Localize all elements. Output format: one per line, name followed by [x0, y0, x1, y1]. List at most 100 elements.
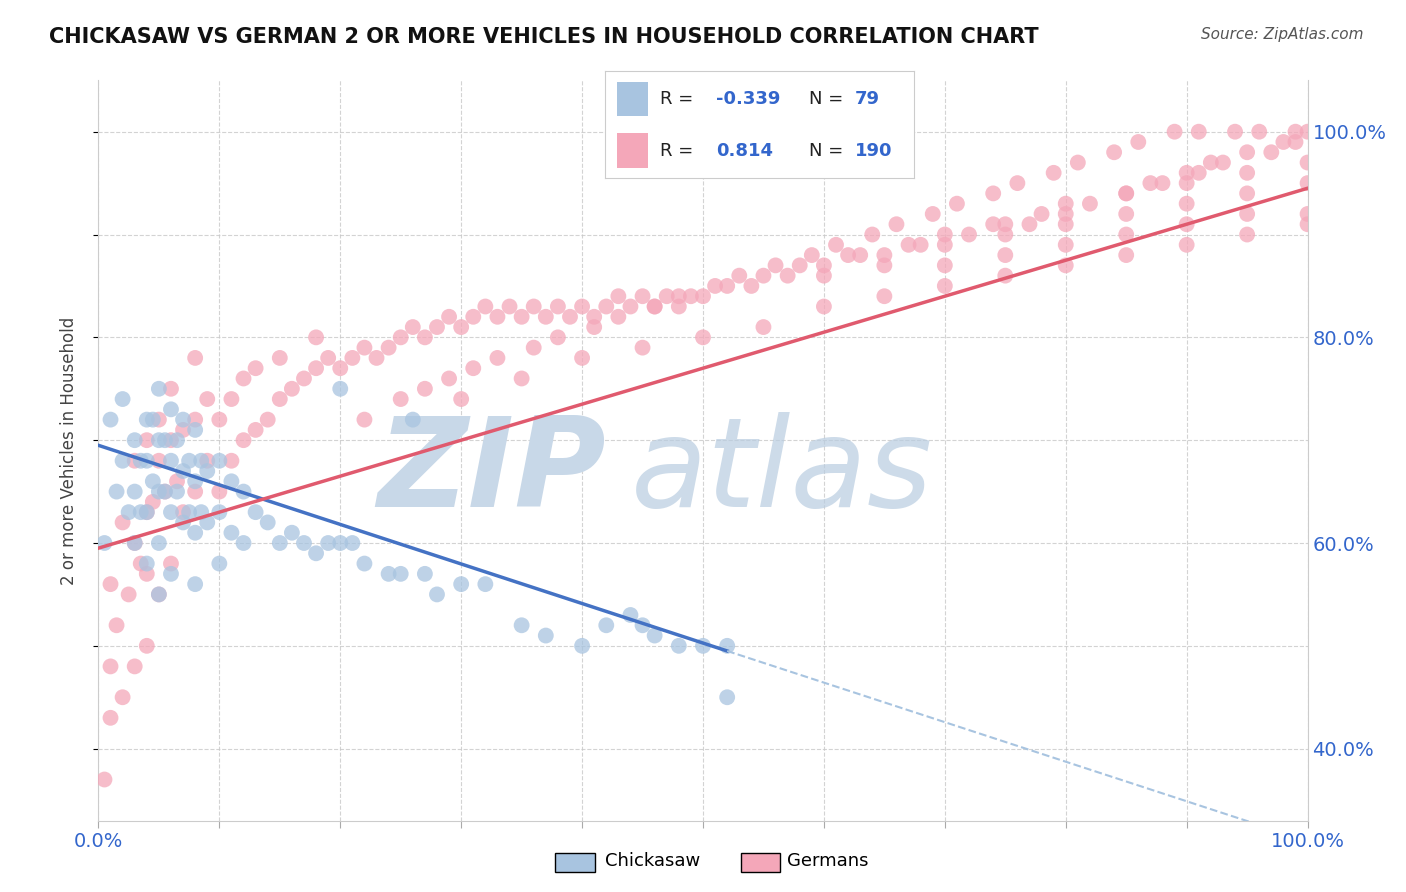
Point — [292, 371, 315, 385]
Point — [1236, 186, 1258, 201]
Point — [752, 320, 775, 334]
Point — [389, 566, 412, 581]
Point — [571, 639, 593, 653]
Point — [1007, 176, 1029, 190]
Point — [377, 341, 399, 355]
Text: R =: R = — [661, 142, 699, 160]
Point — [1236, 166, 1258, 180]
Point — [631, 618, 654, 632]
Point — [184, 525, 207, 540]
Point — [148, 587, 170, 601]
Point — [305, 361, 328, 376]
Point — [981, 217, 1004, 231]
Point — [118, 505, 141, 519]
Point — [716, 279, 738, 293]
Point — [994, 248, 1017, 262]
Point — [135, 412, 157, 426]
Point — [426, 320, 449, 334]
Point — [1054, 237, 1077, 252]
Point — [644, 300, 666, 314]
Point — [463, 361, 485, 376]
Point — [148, 536, 170, 550]
Point — [1078, 196, 1101, 211]
Point — [124, 536, 146, 550]
Point — [1128, 135, 1150, 149]
Point — [389, 330, 412, 344]
Point — [256, 516, 278, 530]
Text: CHICKASAW VS GERMAN 2 OR MORE VEHICLES IN HOUSEHOLD CORRELATION CHART: CHICKASAW VS GERMAN 2 OR MORE VEHICLES I… — [49, 27, 1039, 46]
Point — [752, 268, 775, 283]
Point — [129, 454, 152, 468]
Point — [1296, 207, 1319, 221]
Point — [692, 639, 714, 653]
Point — [135, 505, 157, 519]
Point — [148, 484, 170, 499]
Point — [873, 289, 896, 303]
Point — [523, 300, 546, 314]
Point — [100, 711, 122, 725]
Point — [1115, 186, 1137, 201]
Point — [1042, 166, 1064, 180]
Point — [619, 607, 641, 622]
Point — [1054, 217, 1077, 231]
Point — [179, 454, 201, 468]
Point — [160, 557, 183, 571]
Point — [934, 259, 956, 273]
Point — [668, 289, 690, 303]
Point — [800, 248, 823, 262]
Point — [93, 536, 115, 550]
Point — [571, 351, 593, 365]
Point — [994, 217, 1017, 231]
Point — [1139, 176, 1161, 190]
Point — [135, 433, 157, 447]
Point — [692, 289, 714, 303]
Y-axis label: 2 or more Vehicles in Household: 2 or more Vehicles in Household — [59, 317, 77, 584]
Point — [607, 289, 630, 303]
Point — [142, 495, 165, 509]
Point — [655, 289, 678, 303]
Point — [100, 412, 122, 426]
Point — [256, 412, 278, 426]
Point — [510, 310, 533, 324]
Point — [523, 341, 546, 355]
Point — [921, 207, 943, 221]
Point — [245, 423, 267, 437]
Point — [124, 484, 146, 499]
Point — [1188, 166, 1211, 180]
Point — [486, 351, 509, 365]
Point — [463, 310, 485, 324]
Point — [534, 628, 557, 642]
Point — [208, 505, 231, 519]
Point — [221, 454, 243, 468]
Point — [148, 587, 170, 601]
Text: R =: R = — [661, 90, 699, 108]
Point — [1212, 155, 1234, 169]
Point — [994, 227, 1017, 242]
Point — [813, 300, 835, 314]
Point — [692, 330, 714, 344]
Point — [994, 268, 1017, 283]
Point — [1199, 155, 1222, 169]
Point — [837, 248, 859, 262]
Point — [305, 546, 328, 560]
Point — [1031, 207, 1053, 221]
Point — [644, 628, 666, 642]
Point — [221, 392, 243, 406]
Bar — [617, 134, 648, 168]
Point — [1296, 176, 1319, 190]
Point — [195, 454, 218, 468]
Point — [1054, 207, 1077, 221]
Point — [100, 659, 122, 673]
Point — [873, 259, 896, 273]
Point — [100, 577, 122, 591]
Point — [740, 279, 762, 293]
Point — [957, 227, 980, 242]
Point — [148, 454, 170, 468]
Point — [160, 433, 183, 447]
Point — [402, 412, 425, 426]
Point — [111, 516, 134, 530]
Point — [534, 310, 557, 324]
Point — [1115, 186, 1137, 201]
Point — [1102, 145, 1125, 160]
Point — [547, 330, 569, 344]
